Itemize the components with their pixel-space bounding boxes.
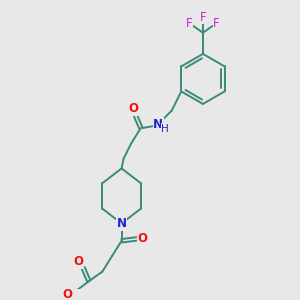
- Text: F: F: [200, 11, 206, 24]
- Text: O: O: [128, 102, 138, 115]
- Text: H: H: [161, 124, 169, 134]
- Text: N: N: [153, 118, 163, 131]
- Text: F: F: [186, 16, 193, 30]
- Text: O: O: [63, 288, 73, 300]
- Text: F: F: [213, 16, 220, 30]
- Text: O: O: [138, 232, 148, 245]
- Text: O: O: [73, 256, 83, 268]
- Text: N: N: [117, 217, 127, 230]
